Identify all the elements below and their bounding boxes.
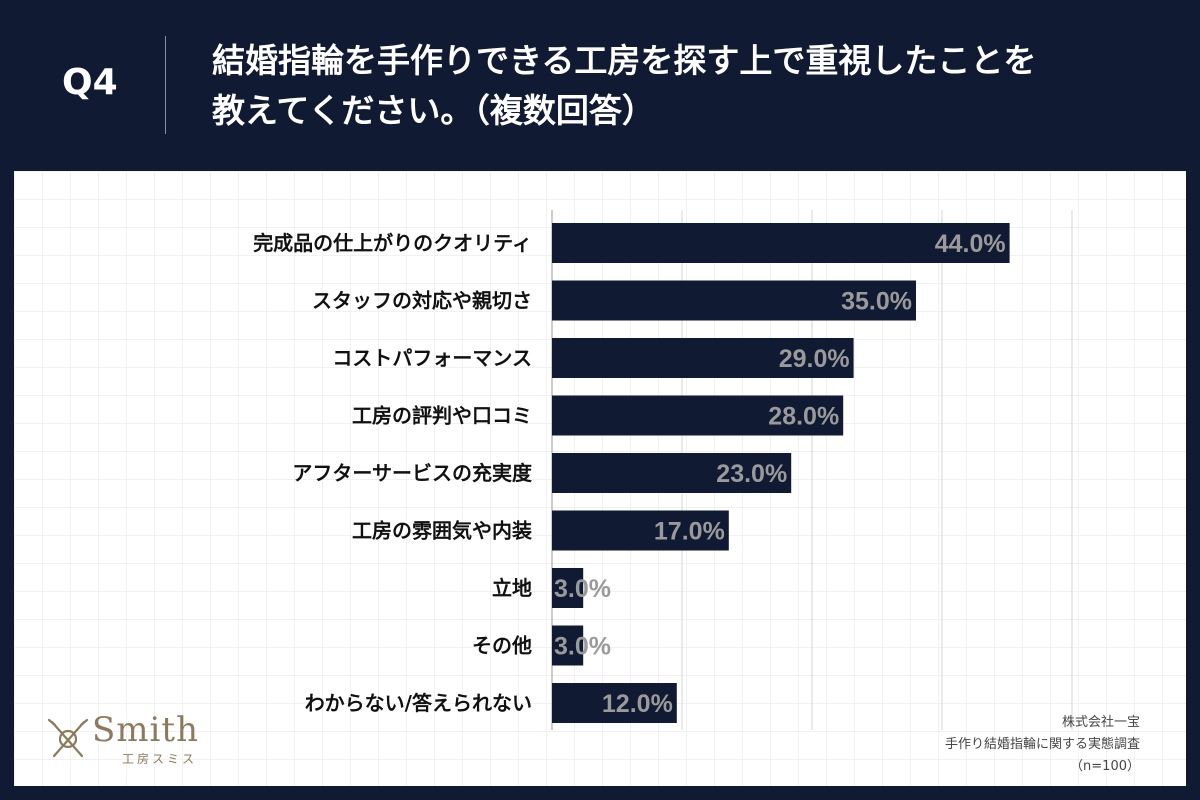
source-company: 株式会社一宝 [1061,715,1140,730]
category-label: その他 [472,634,532,658]
category-label: アフターサービスの充実度 [292,461,533,485]
value-label: 3.0% [554,575,611,603]
bar [552,683,677,723]
smith-logo: Smith 工房スミス [46,710,236,770]
source-note: 株式会社一宝 手作り結婚指輪に関する実態調査 （n=100） [945,712,1140,778]
header: Q4 結婚指輪を手作りできる工房を探す上で重視したことを 教えてください。（複数… [0,0,1200,170]
value-label: 12.0% [602,690,673,718]
logo-subtitle: 工房スミス [122,752,198,766]
value-label: 3.0% [554,633,611,661]
logo-name: Smith [92,710,199,750]
bar [552,395,844,436]
question-title: 結婚指輪を手作りできる工房を探す上で重視したことを 教えてください。（複数回答） [212,36,1152,136]
category-label: 完成品の仕上がりのクオリティ [253,231,532,255]
question-title-line-2: 教えてください。（複数回答） [212,91,655,130]
bar [552,625,584,666]
value-label: 17.0% [654,518,725,546]
question-number: Q4 [62,62,118,103]
source-sample-size: （n=100） [1070,759,1140,774]
category-label: スタッフの対応や親切さ [312,289,532,313]
value-label: 28.0% [768,403,839,431]
bar [552,280,916,321]
value-label: 23.0% [716,460,787,488]
value-label: 29.0% [779,345,850,373]
bar [552,510,729,551]
category-label: 立地 [492,576,532,600]
bar [552,338,854,378]
bar [552,568,584,608]
ring-tools-icon [47,718,89,758]
category-label: 工房の評判や口コミ [352,404,532,428]
source-survey: 手作り結婚指輪に関する実態調査 [944,737,1140,752]
category-label: わからない/答えられない [305,691,532,715]
category-label: 工房の雰囲気や内装 [352,519,532,543]
value-label: 44.0% [935,230,1006,258]
bar [552,453,792,493]
bar [552,223,1010,263]
value-label: 35.0% [841,288,912,316]
question-title-line-1: 結婚指輪を手作りできる工房を探す上で重視したことを [212,41,1037,80]
header-divider [165,36,166,134]
category-label: コストパフォーマンス [332,346,532,370]
